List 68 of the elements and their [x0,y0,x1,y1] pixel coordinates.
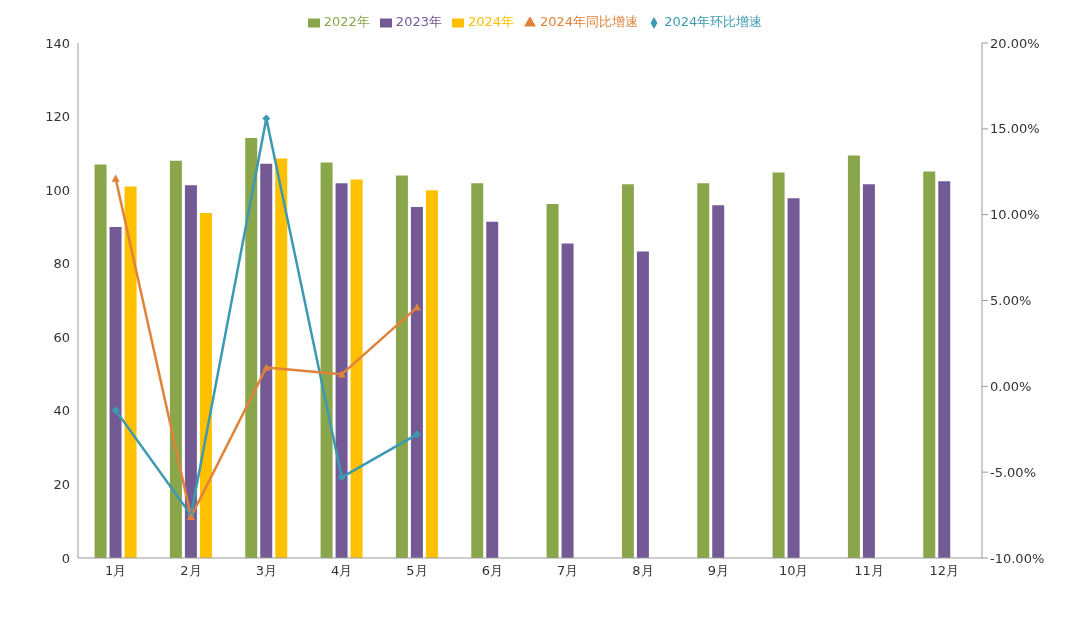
point [262,363,271,371]
y2-tick-label: 5.00% [990,293,1032,309]
y2-tick-label: 15.00% [990,121,1040,137]
x-tick-label: 2月 [180,563,202,579]
y-tick-label: 80 [53,256,70,272]
bar [199,212,212,558]
bar [938,181,951,558]
bar [546,204,559,558]
bar [335,183,348,558]
y-tick-label: 60 [53,329,70,345]
bar [712,205,725,558]
y-tick-label: 20 [53,477,70,493]
y-tick-label: 120 [45,109,70,125]
bar [169,160,182,558]
x-tick-label: 10月 [778,563,809,579]
point [111,174,120,182]
bar [94,164,107,558]
bar [124,186,137,558]
bar [787,198,800,558]
x-tick-label: 1月 [105,563,127,579]
bar [109,226,122,558]
y2-tick-label: 0.00% [990,378,1032,394]
bar [486,221,499,558]
y2-tick-label: 10.00% [990,207,1040,223]
bar [471,183,484,558]
x-tick-label: 5月 [406,563,428,579]
bar [410,207,423,558]
bar [862,184,875,558]
bar [561,243,574,558]
point [337,473,346,482]
y-tick-label: 0 [61,550,70,566]
bar [395,175,408,558]
bar [260,163,273,558]
bar [772,172,785,558]
x-tick-label: 11月 [854,563,884,579]
legend-label: 2024年环比增速 [664,14,763,29]
bar [621,184,634,558]
point [111,406,120,415]
y2-tick-label: -10.00% [990,550,1045,566]
x-tick-label: 8月 [632,563,654,579]
bar [245,137,258,558]
x-tick-label: 7月 [557,563,579,579]
x-tick-label: 12月 [929,563,960,579]
legend-label: 2023年 [395,14,442,29]
point [413,430,421,439]
x-tick-label: 6月 [481,563,503,579]
x-tick-label: 9月 [707,563,729,579]
bar [184,185,197,558]
legend-label: 2022年 [323,14,370,29]
bar [320,162,333,558]
x-tick-label: 4月 [331,563,353,579]
bar [425,190,438,558]
y2-tick-label: -5.00% [990,464,1036,480]
point [337,370,346,378]
y-tick-label: 100 [45,182,70,198]
y-tick-label: 40 [53,403,70,419]
bar [636,251,649,558]
bar [350,179,363,558]
x-tick-label: 3月 [255,563,277,579]
legend-label: 2024年同比增速 [540,14,639,29]
point [413,303,421,311]
bar [923,171,936,558]
bar [275,158,288,558]
legend-label: 2024年 [467,14,515,29]
bar [697,183,710,558]
y2-tick-label: 20.00% [990,35,1040,51]
bar [847,155,860,558]
y-tick-label: 140 [45,35,70,51]
